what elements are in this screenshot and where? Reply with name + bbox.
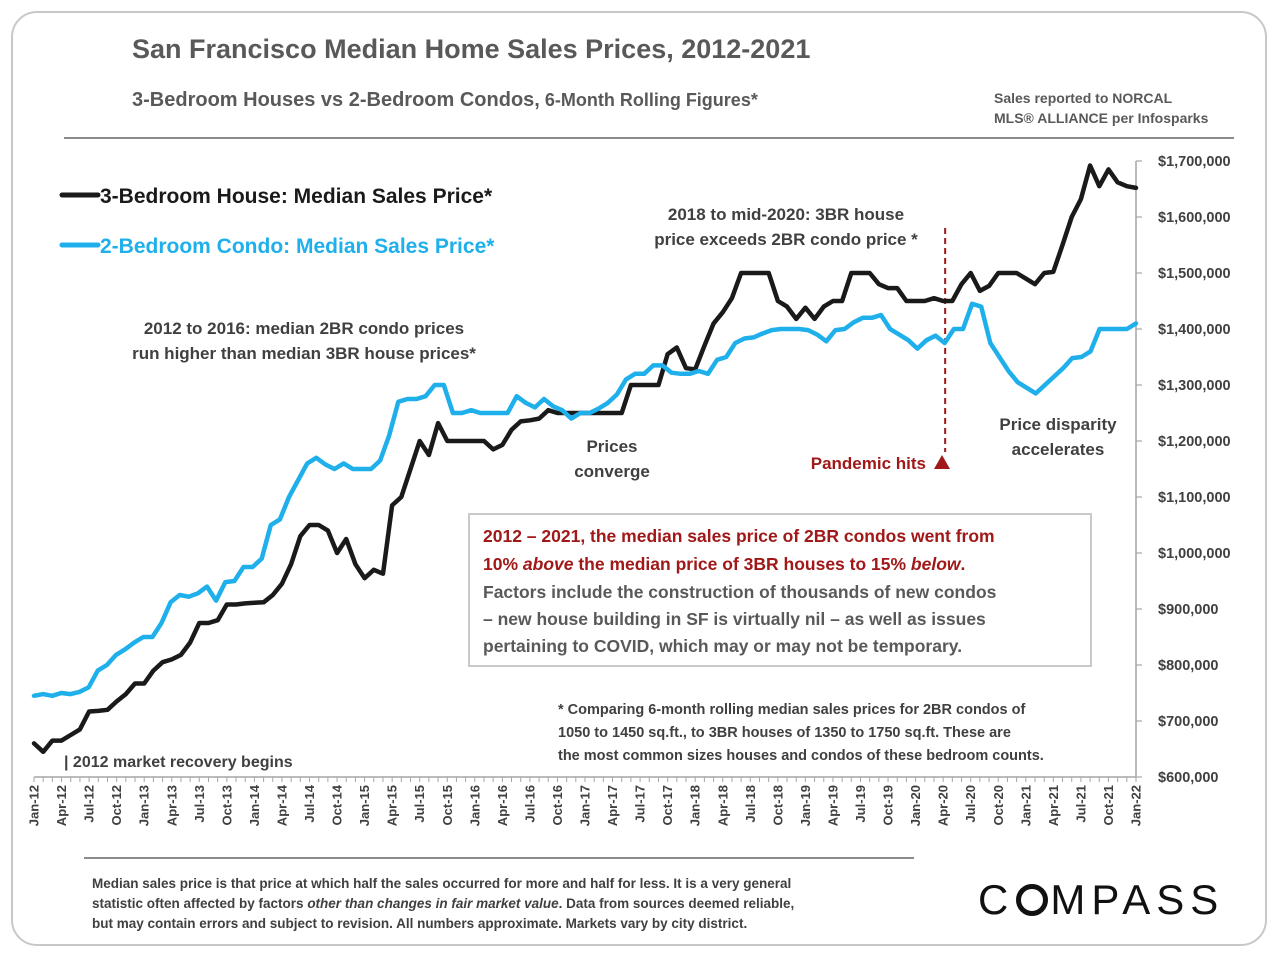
x-tick-label: Jan-13 bbox=[137, 785, 152, 826]
annotation-mid-2: price exceeds 2BR condo price * bbox=[654, 230, 918, 249]
x-tick-label: Oct-19 bbox=[881, 785, 896, 825]
annotation-converge-1: Prices bbox=[586, 437, 637, 456]
subtitle-rolling: 6-Month Rolling Figures* bbox=[539, 90, 758, 110]
y-tick-label: $900,000 bbox=[1158, 602, 1218, 618]
size-note-2: 1050 to 1450 sq.ft., to 3BR houses of 13… bbox=[558, 725, 1011, 741]
footer-line-1: Median sales price is that price at whic… bbox=[92, 876, 792, 891]
source-line-2: MLS® ALLIANCE per Infosparks bbox=[994, 110, 1209, 126]
x-tick-label: Oct-14 bbox=[330, 784, 345, 825]
x-tick-label: Jan-12 bbox=[27, 785, 42, 826]
x-tick-label: Jul-20 bbox=[963, 785, 978, 823]
x-tick-label: Jul-15 bbox=[412, 785, 427, 823]
x-tick-label: Jan-17 bbox=[578, 785, 593, 826]
x-tick-label: Apr-19 bbox=[825, 785, 840, 826]
x-tick-label: Jan-15 bbox=[357, 785, 372, 826]
annotation-recovery: | 2012 market recovery begins bbox=[64, 754, 293, 771]
y-tick-label: $1,300,000 bbox=[1158, 378, 1231, 394]
chart-axes: $600,000 $700,000 $800,000 $900,000 $1,000,0… bbox=[27, 154, 1231, 826]
callout-grey-1: Factors include the construction of thou… bbox=[483, 582, 997, 602]
y-tick-label: $1,400,000 bbox=[1158, 322, 1231, 338]
x-tick-label: Jan-16 bbox=[467, 785, 482, 826]
pandemic-arrow-icon bbox=[934, 455, 950, 469]
x-tick-label: Jul-16 bbox=[522, 785, 537, 823]
legend-condo-label: 2-Bedroom Condo: Median Sales Price* bbox=[100, 235, 495, 258]
legend-house-label: 3-Bedroom House: Median Sales Price* bbox=[100, 185, 493, 208]
x-tick-label: Apr-17 bbox=[605, 785, 620, 826]
y-tick-label: $1,700,000 bbox=[1158, 154, 1231, 170]
annotation-converge-2: converge bbox=[574, 462, 650, 481]
x-tick-label: Jul-17 bbox=[633, 785, 648, 823]
x-tick-label: Oct-12 bbox=[109, 785, 124, 825]
size-note: * Comparing 6-month rolling median sales… bbox=[558, 702, 1044, 764]
chart-frame bbox=[11, 11, 1267, 946]
x-tick-label: Apr-15 bbox=[385, 785, 400, 826]
x-tick-label: Oct-20 bbox=[991, 785, 1006, 825]
x-tick-label: Jan-20 bbox=[908, 785, 923, 826]
x-tick-label: Oct-16 bbox=[550, 785, 565, 825]
x-tick-label: Jan-14 bbox=[247, 784, 262, 826]
y-tick-label: $1,600,000 bbox=[1158, 210, 1231, 226]
compass-logo: C MPASS bbox=[978, 876, 1225, 923]
x-tick-label: Apr-14 bbox=[274, 784, 289, 826]
footer-divider bbox=[84, 857, 914, 859]
y-tick-label: $800,000 bbox=[1158, 658, 1218, 674]
chart-subtitle: 3-Bedroom Houses vs 2-Bedroom Condos, 6-… bbox=[132, 89, 758, 112]
annotation-disparity-2: accelerates bbox=[1012, 440, 1105, 459]
annotation-mid-1: 2018 to mid-2020: 3BR house bbox=[668, 205, 904, 224]
x-tick-label: Apr-20 bbox=[936, 785, 951, 826]
size-note-1: * Comparing 6-month rolling median sales… bbox=[558, 702, 1025, 718]
legend: 3-Bedroom House: Median Sales Price* 2-B… bbox=[59, 185, 495, 258]
x-tick-label: Oct-17 bbox=[660, 785, 675, 825]
callout-box: 2012 – 2021, the median sales price of 2… bbox=[468, 513, 1092, 667]
annotation-early-1: 2012 to 2016: median 2BR condo prices bbox=[144, 319, 464, 338]
x-tick-label: Jan-22 bbox=[1129, 785, 1144, 826]
x-tick-label: Oct-21 bbox=[1101, 785, 1116, 825]
x-tick-label: Apr-13 bbox=[164, 785, 179, 826]
chart-title: San Francisco Median Home Sales Prices, … bbox=[132, 34, 811, 64]
callout-grey-3: pertaining to COVID, which may or may no… bbox=[483, 636, 962, 656]
y-tick-label: $1,200,000 bbox=[1158, 434, 1231, 450]
annotation-disparity-1: Price disparity bbox=[999, 415, 1117, 434]
size-note-3: the most common sizes houses and condos … bbox=[558, 748, 1044, 764]
footer-disclaimer: Median sales price is that price at whic… bbox=[92, 874, 912, 934]
footer-line-2: statistic often affected by factors othe… bbox=[92, 896, 795, 911]
y-tick-label: $600,000 bbox=[1158, 770, 1218, 786]
x-tick-label: Jan-21 bbox=[1018, 785, 1033, 826]
x-tick-label: Jan-19 bbox=[798, 785, 813, 826]
x-tick-label: Oct-15 bbox=[440, 785, 455, 825]
y-tick-label: $1,000,000 bbox=[1158, 546, 1231, 562]
source-note: Sales reported to NORCAL MLS® ALLIANCE p… bbox=[994, 88, 1208, 128]
x-tick-label: Jul-13 bbox=[192, 785, 207, 823]
x-tick-label: Jul-21 bbox=[1073, 785, 1088, 823]
footer-line-3: but may contain errors and subject to re… bbox=[92, 916, 748, 931]
annotations: 2012 to 2016: median 2BR condo prices ru… bbox=[64, 205, 1117, 771]
annotation-pandemic: Pandemic hits bbox=[811, 454, 926, 473]
chart-marks bbox=[31, 163, 1139, 755]
callout-red-2: 10% above the median price of 3BR houses… bbox=[483, 554, 965, 574]
x-tick-label: Jul-14 bbox=[302, 784, 317, 822]
x-tick-label: Apr-16 bbox=[495, 785, 510, 826]
x-tick-label: Apr-18 bbox=[715, 785, 730, 826]
y-tick-label: $1,500,000 bbox=[1158, 266, 1231, 282]
subtitle-main: 3-Bedroom Houses vs 2-Bedroom Condos, bbox=[132, 89, 540, 111]
x-tick-label: Oct-13 bbox=[219, 785, 234, 825]
callout-grey-2: – new house building in SF is virtually … bbox=[483, 609, 986, 629]
source-line-1: Sales reported to NORCAL bbox=[994, 90, 1173, 106]
y-tick-label: $1,100,000 bbox=[1158, 490, 1231, 506]
x-tick-label: Jul-12 bbox=[82, 785, 97, 823]
x-tick-label: Apr-21 bbox=[1046, 785, 1061, 826]
y-tick-label: $700,000 bbox=[1158, 714, 1218, 730]
condo-price-line bbox=[31, 301, 1139, 699]
callout-red-1: 2012 – 2021, the median sales price of 2… bbox=[483, 526, 995, 546]
x-tick-label: Apr-12 bbox=[54, 785, 69, 826]
x-tick-label: Jan-18 bbox=[688, 785, 703, 826]
header-divider bbox=[64, 137, 1234, 139]
x-tick-label: Oct-18 bbox=[770, 785, 785, 825]
x-tick-label: Jul-19 bbox=[853, 785, 868, 823]
compass-o-icon bbox=[1016, 884, 1049, 916]
x-tick-label: Jul-18 bbox=[743, 785, 758, 823]
annotation-early-2: run higher than median 3BR house prices* bbox=[132, 344, 476, 363]
